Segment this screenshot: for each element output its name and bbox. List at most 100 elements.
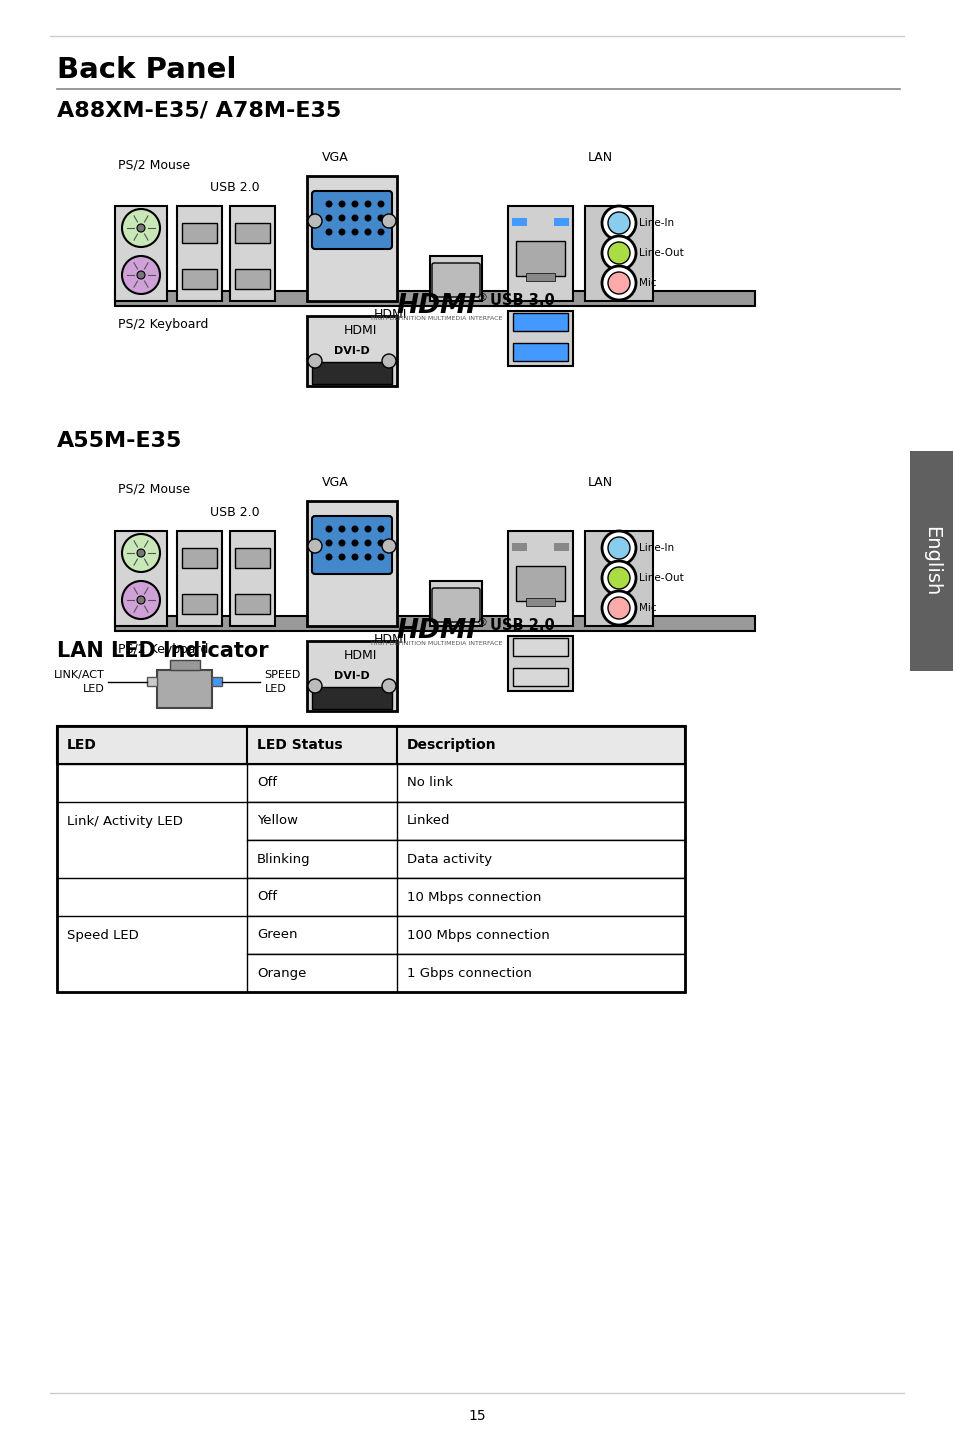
Bar	[57, 954, 684, 992]
Bar	[554, 542, 568, 551]
Bar	[148, 677, 157, 685]
Bar	[909, 451, 953, 671]
Circle shape	[381, 215, 395, 228]
Text: Data activity: Data activity	[407, 853, 492, 866]
Circle shape	[338, 554, 345, 561]
Bar	[307, 501, 396, 625]
Bar	[307, 641, 396, 711]
Circle shape	[601, 236, 636, 270]
Circle shape	[325, 525, 333, 532]
Text: LED: LED	[83, 684, 105, 694]
Circle shape	[122, 581, 160, 620]
Text: Line-In: Line-In	[639, 218, 674, 228]
Circle shape	[377, 554, 384, 561]
Bar	[57, 840, 684, 879]
Text: Orange: Orange	[256, 966, 306, 979]
Circle shape	[137, 270, 145, 279]
Circle shape	[364, 215, 371, 222]
Bar	[57, 726, 684, 992]
Text: VGA: VGA	[321, 477, 348, 489]
Text: Linked: Linked	[407, 814, 450, 827]
Text: No link: No link	[407, 777, 453, 790]
Bar	[584, 206, 652, 301]
Bar	[513, 313, 567, 331]
Text: LINK/ACT: LINK/ACT	[53, 670, 105, 680]
Text: SPEED: SPEED	[264, 670, 300, 680]
Bar	[170, 660, 200, 670]
Text: PS/2 Mouse: PS/2 Mouse	[118, 484, 190, 497]
Bar	[213, 677, 222, 685]
Circle shape	[308, 678, 322, 693]
Circle shape	[601, 561, 636, 595]
Circle shape	[325, 215, 333, 222]
Text: HDMI: HDMI	[396, 293, 476, 319]
Circle shape	[338, 525, 345, 532]
Circle shape	[377, 525, 384, 532]
Circle shape	[601, 591, 636, 625]
Text: PS/2 Mouse: PS/2 Mouse	[118, 157, 190, 170]
Bar	[230, 206, 274, 301]
Text: HDMI: HDMI	[396, 618, 476, 644]
Bar	[507, 635, 573, 691]
Circle shape	[122, 534, 160, 572]
Bar	[57, 764, 247, 879]
Bar	[512, 542, 526, 551]
Bar	[234, 223, 270, 243]
Circle shape	[351, 200, 358, 207]
Circle shape	[338, 200, 345, 207]
Text: VGA: VGA	[321, 152, 348, 165]
Circle shape	[351, 554, 358, 561]
Text: Off: Off	[256, 777, 276, 790]
Circle shape	[364, 525, 371, 532]
Bar	[57, 726, 684, 764]
Bar	[115, 531, 167, 625]
Circle shape	[364, 539, 371, 547]
Bar	[57, 916, 684, 954]
Text: HIGH-DEFINITION MULTIMEDIA INTERFACE: HIGH-DEFINITION MULTIMEDIA INTERFACE	[371, 316, 502, 321]
Circle shape	[381, 353, 395, 368]
Circle shape	[122, 209, 160, 248]
Bar	[307, 176, 396, 301]
Circle shape	[325, 200, 333, 207]
Text: LED: LED	[264, 684, 286, 694]
Text: USB 2.0: USB 2.0	[210, 507, 259, 519]
Text: Mic: Mic	[639, 278, 656, 288]
Bar	[512, 218, 526, 226]
Bar	[157, 670, 213, 708]
Text: LAN: LAN	[587, 152, 612, 165]
Bar	[115, 206, 167, 301]
Text: PS/2 Keyboard: PS/2 Keyboard	[118, 318, 208, 331]
FancyBboxPatch shape	[312, 190, 392, 249]
Bar	[177, 531, 222, 625]
Bar	[57, 764, 684, 801]
Bar	[182, 594, 216, 614]
Circle shape	[351, 539, 358, 547]
Text: PS/2 Keyboard: PS/2 Keyboard	[118, 643, 208, 655]
Bar	[182, 269, 216, 289]
Text: 100 Mbps connection: 100 Mbps connection	[407, 929, 549, 942]
Circle shape	[607, 567, 629, 590]
FancyBboxPatch shape	[432, 588, 479, 622]
Text: LED: LED	[67, 738, 97, 753]
Text: ®: ®	[476, 293, 488, 303]
Bar	[115, 615, 754, 631]
Bar	[513, 638, 567, 655]
Circle shape	[325, 229, 333, 236]
Circle shape	[137, 225, 145, 232]
Circle shape	[607, 212, 629, 235]
Text: A88XM-E35/ A78M-E35: A88XM-E35/ A78M-E35	[57, 102, 341, 122]
Text: Mic: Mic	[639, 602, 656, 612]
Circle shape	[607, 537, 629, 560]
Circle shape	[377, 229, 384, 236]
Bar	[516, 240, 564, 276]
Bar	[513, 668, 567, 685]
Text: LAN LED Indicator: LAN LED Indicator	[57, 641, 269, 661]
Circle shape	[122, 256, 160, 293]
Text: Speed LED: Speed LED	[67, 929, 138, 942]
Bar	[57, 879, 684, 916]
Text: DVI-D: DVI-D	[334, 346, 370, 356]
Text: 15: 15	[468, 1410, 485, 1422]
Text: ®: ®	[476, 618, 488, 628]
Circle shape	[338, 229, 345, 236]
Circle shape	[377, 539, 384, 547]
